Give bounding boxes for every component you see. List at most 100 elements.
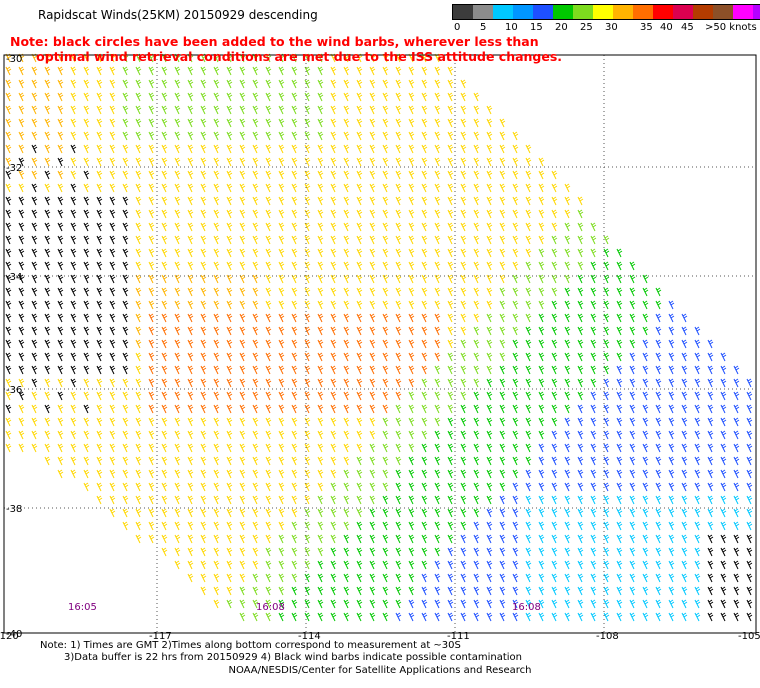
legend-label-8: 40 (660, 22, 673, 33)
wind-barb (694, 508, 701, 518)
wind-barb (57, 118, 64, 128)
wind-barb (343, 547, 350, 557)
wind-barb (148, 508, 155, 518)
wind-barb (486, 417, 493, 427)
lon-label-1: -117 (149, 631, 172, 642)
wind-barb (5, 66, 12, 76)
wind-barb (343, 287, 350, 297)
wind-barb (122, 391, 129, 401)
wind-barb (720, 456, 727, 466)
wind-barb (408, 495, 415, 505)
wind-barb (226, 235, 233, 245)
wind-barb (187, 547, 194, 557)
wind-barb (187, 235, 194, 245)
wind-barb (213, 365, 220, 375)
wind-barb (148, 196, 155, 206)
wind-barb (525, 417, 532, 427)
wind-barb (31, 131, 38, 141)
wind-barb (252, 495, 259, 505)
wind-barb (694, 404, 701, 414)
wind-barb (356, 365, 363, 375)
wind-barb (720, 521, 727, 531)
wind-barb (421, 495, 428, 505)
wind-barb (395, 365, 402, 375)
wind-barb (109, 378, 116, 388)
wind-barb (239, 495, 246, 505)
wind-barb (616, 248, 623, 258)
wind-barb (460, 612, 467, 622)
wind-barb (317, 170, 324, 180)
wind-barb (603, 456, 610, 466)
wind-barb (148, 248, 155, 258)
wind-barb (538, 248, 545, 258)
wind-barb (109, 495, 116, 505)
wind-barb (551, 209, 558, 219)
wind-barb (603, 586, 610, 596)
wind-barb (57, 287, 64, 297)
wind-barb (668, 508, 675, 518)
wind-barb (330, 378, 337, 388)
wind-barb (83, 66, 90, 76)
wind-barb (538, 235, 545, 245)
wind-barb (291, 79, 298, 89)
wind-barb (473, 326, 480, 336)
wind-barb (421, 378, 428, 388)
wind-barb (421, 66, 428, 76)
wind-barb (473, 92, 480, 102)
wind-barb (187, 365, 194, 375)
wind-barb (642, 430, 649, 440)
wind-barb (31, 261, 38, 271)
wind-barb (96, 261, 103, 271)
wind-barb (291, 352, 298, 362)
wind-barb (213, 118, 220, 128)
wind-barb (356, 313, 363, 323)
wind-barb (655, 391, 662, 401)
wind-barb (512, 339, 519, 349)
wind-barb (304, 508, 311, 518)
wind-barb (447, 157, 454, 167)
wind-barb (304, 443, 311, 453)
wind-barb (213, 417, 220, 427)
wind-barb (278, 92, 285, 102)
wind-barb (512, 131, 519, 141)
wind-barb (408, 391, 415, 401)
wind-barb (460, 339, 467, 349)
wind-barb (421, 300, 428, 310)
wind-barb (343, 404, 350, 414)
wind-barb (681, 352, 688, 362)
wind-barb (187, 261, 194, 271)
wind-barb (733, 456, 740, 466)
wind-barb (356, 196, 363, 206)
wind-barb (304, 196, 311, 206)
wind-barb (460, 261, 467, 271)
legend-swatch-3 (513, 5, 533, 19)
wind-barb (252, 365, 259, 375)
wind-barb (642, 495, 649, 505)
wind-barb (174, 560, 181, 570)
wind-barb (31, 144, 38, 154)
wind-barb (252, 482, 259, 492)
wind-barb (460, 131, 467, 141)
wind-barb (109, 157, 116, 167)
wind-barb (57, 469, 64, 479)
wind-barb (616, 495, 623, 505)
wind-barb (460, 443, 467, 453)
wind-barb (213, 378, 220, 388)
wind-barb (5, 196, 12, 206)
wind-barb (408, 222, 415, 232)
wind-barb (395, 326, 402, 336)
wind-barb (252, 300, 259, 310)
wind-barb (642, 560, 649, 570)
wind-barb (408, 430, 415, 440)
wind-barb (616, 508, 623, 518)
wind-barb (655, 599, 662, 609)
wind-barb (252, 105, 259, 115)
wind-barb (135, 144, 142, 154)
wind-barb (291, 287, 298, 297)
wind-barb (161, 313, 168, 323)
wind-barb (252, 157, 259, 167)
wind-barb (421, 248, 428, 258)
wind-barb (460, 482, 467, 492)
wind-barb (525, 313, 532, 323)
wind-barb (18, 417, 25, 427)
